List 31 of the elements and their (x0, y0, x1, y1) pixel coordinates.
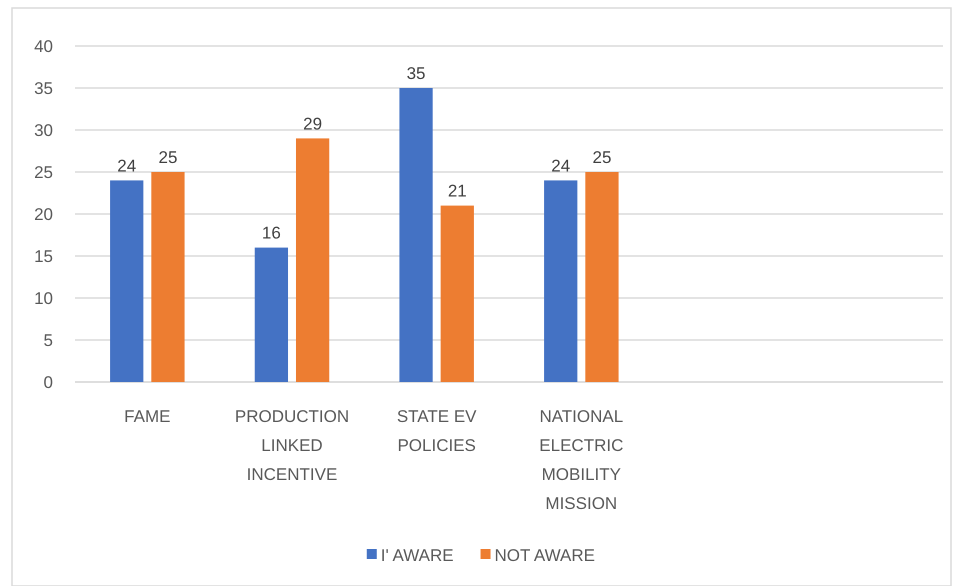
bar (544, 180, 578, 382)
data-label: 29 (303, 114, 322, 134)
y-tick-label: 15 (34, 246, 53, 266)
data-label: 25 (592, 148, 612, 167)
bar (151, 172, 185, 382)
y-tick-label: 40 (34, 36, 53, 56)
legend-label: I' AWARE (380, 546, 454, 565)
x-tick-label: FAME (124, 407, 170, 426)
bar (110, 180, 144, 382)
x-tick-label: NATIONAL ELECTRIC MOBILITY MISSION (539, 407, 624, 513)
y-tick-label: 5 (44, 330, 53, 350)
y-tick-label: 10 (34, 288, 53, 308)
y-tick-label: 0 (44, 372, 53, 392)
y-tick-label: 35 (34, 78, 53, 98)
bar (440, 206, 474, 382)
y-tick-label: 20 (34, 204, 53, 224)
bar (296, 138, 330, 382)
x-tick-label: PRODUCTION LINKED INCENTIVE (234, 407, 350, 484)
y-tick-label: 30 (34, 120, 53, 140)
bar (585, 172, 619, 382)
x-tick-label: STATE EV POLICIES (396, 407, 478, 455)
data-label: 25 (158, 148, 178, 167)
data-label: 35 (406, 64, 426, 83)
bar (254, 248, 288, 382)
data-label: 16 (262, 224, 281, 243)
data-label: 24 (551, 156, 570, 176)
y-tick-label: 25 (34, 162, 53, 182)
bar (399, 88, 433, 382)
legend-label: NOT AWARE (494, 546, 595, 565)
data-label: 24 (117, 156, 136, 176)
data-label: 21 (448, 182, 467, 201)
